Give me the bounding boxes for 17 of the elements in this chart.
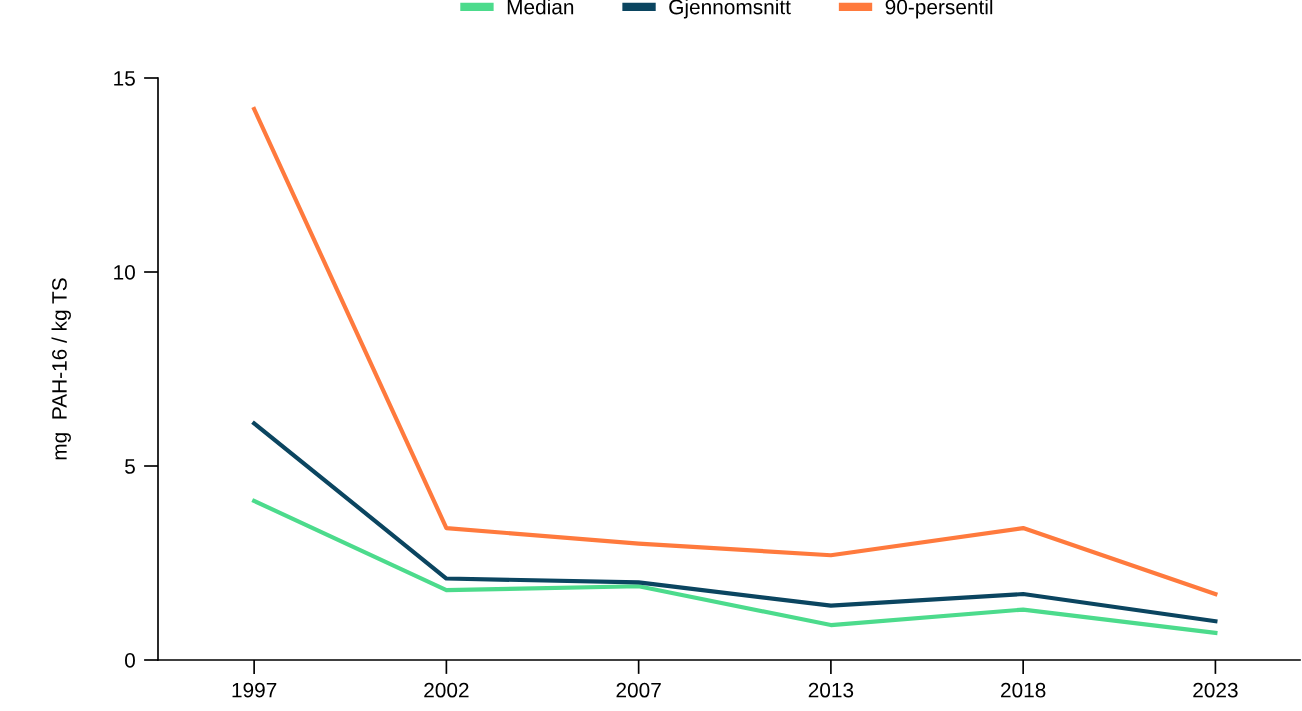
x-tick-label: 2023 [1193, 682, 1238, 698]
legend-label: Median [507, 0, 574, 15]
y-tick-label: 15 [114, 71, 135, 86]
x-tick-label: 2018 [1001, 682, 1046, 698]
line-series [252, 421, 1218, 624]
y-tick-label: 10 [114, 265, 135, 280]
x-tick-label: 1997 [232, 682, 277, 698]
x-tick-label: 2007 [616, 682, 661, 698]
legend-label: Gjennomsnitt [669, 0, 791, 19]
x-tick-label: 2013 [808, 682, 854, 698]
y-tick-label: 5 [125, 459, 135, 474]
y-axis-title: mg PAH-16 / kg TS [51, 278, 71, 460]
line-series [252, 106, 1218, 597]
x-tick-label: 2002 [424, 682, 469, 698]
legend-label: 90-persentil [885, 0, 993, 19]
line-series [252, 498, 1218, 635]
y-tick-label: 0 [125, 653, 135, 668]
